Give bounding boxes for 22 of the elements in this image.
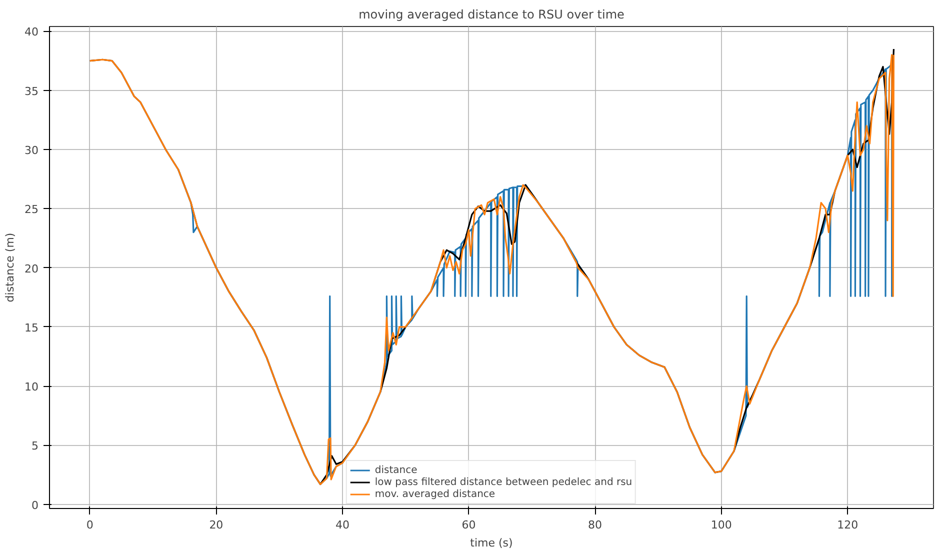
- x-tick-label: 40: [335, 518, 350, 532]
- y-tick-label: 0: [32, 498, 38, 512]
- x-axis-title: time (s): [470, 536, 513, 550]
- y-tick-label: 25: [24, 203, 39, 216]
- y-tick-label: 10: [24, 380, 39, 394]
- y-tick-label: 35: [24, 84, 39, 98]
- y-axis-title: distance (m): [4, 232, 17, 302]
- y-tick-label: 40: [24, 26, 39, 39]
- y-tick-label: 30: [24, 144, 39, 158]
- x-tick-label: 80: [588, 518, 602, 532]
- x-tick-label: 60: [462, 518, 476, 532]
- x-tick-label: 0: [86, 518, 94, 532]
- y-tick-label: 5: [32, 440, 38, 453]
- y-tick-label: 20: [24, 262, 39, 276]
- chart-title: moving averaged distance to RSU over time: [358, 8, 624, 22]
- legend-label: low pass filtered distance between pedelec and rsu: [374, 476, 632, 488]
- legend-label: distance: [374, 464, 418, 476]
- legend-label: mov. averaged distance: [374, 488, 496, 500]
- x-tick-label: 20: [209, 518, 224, 532]
- x-tick-label: 120: [837, 518, 858, 532]
- x-tick-label: 100: [710, 518, 732, 532]
- y-tick-label: 15: [24, 321, 39, 334]
